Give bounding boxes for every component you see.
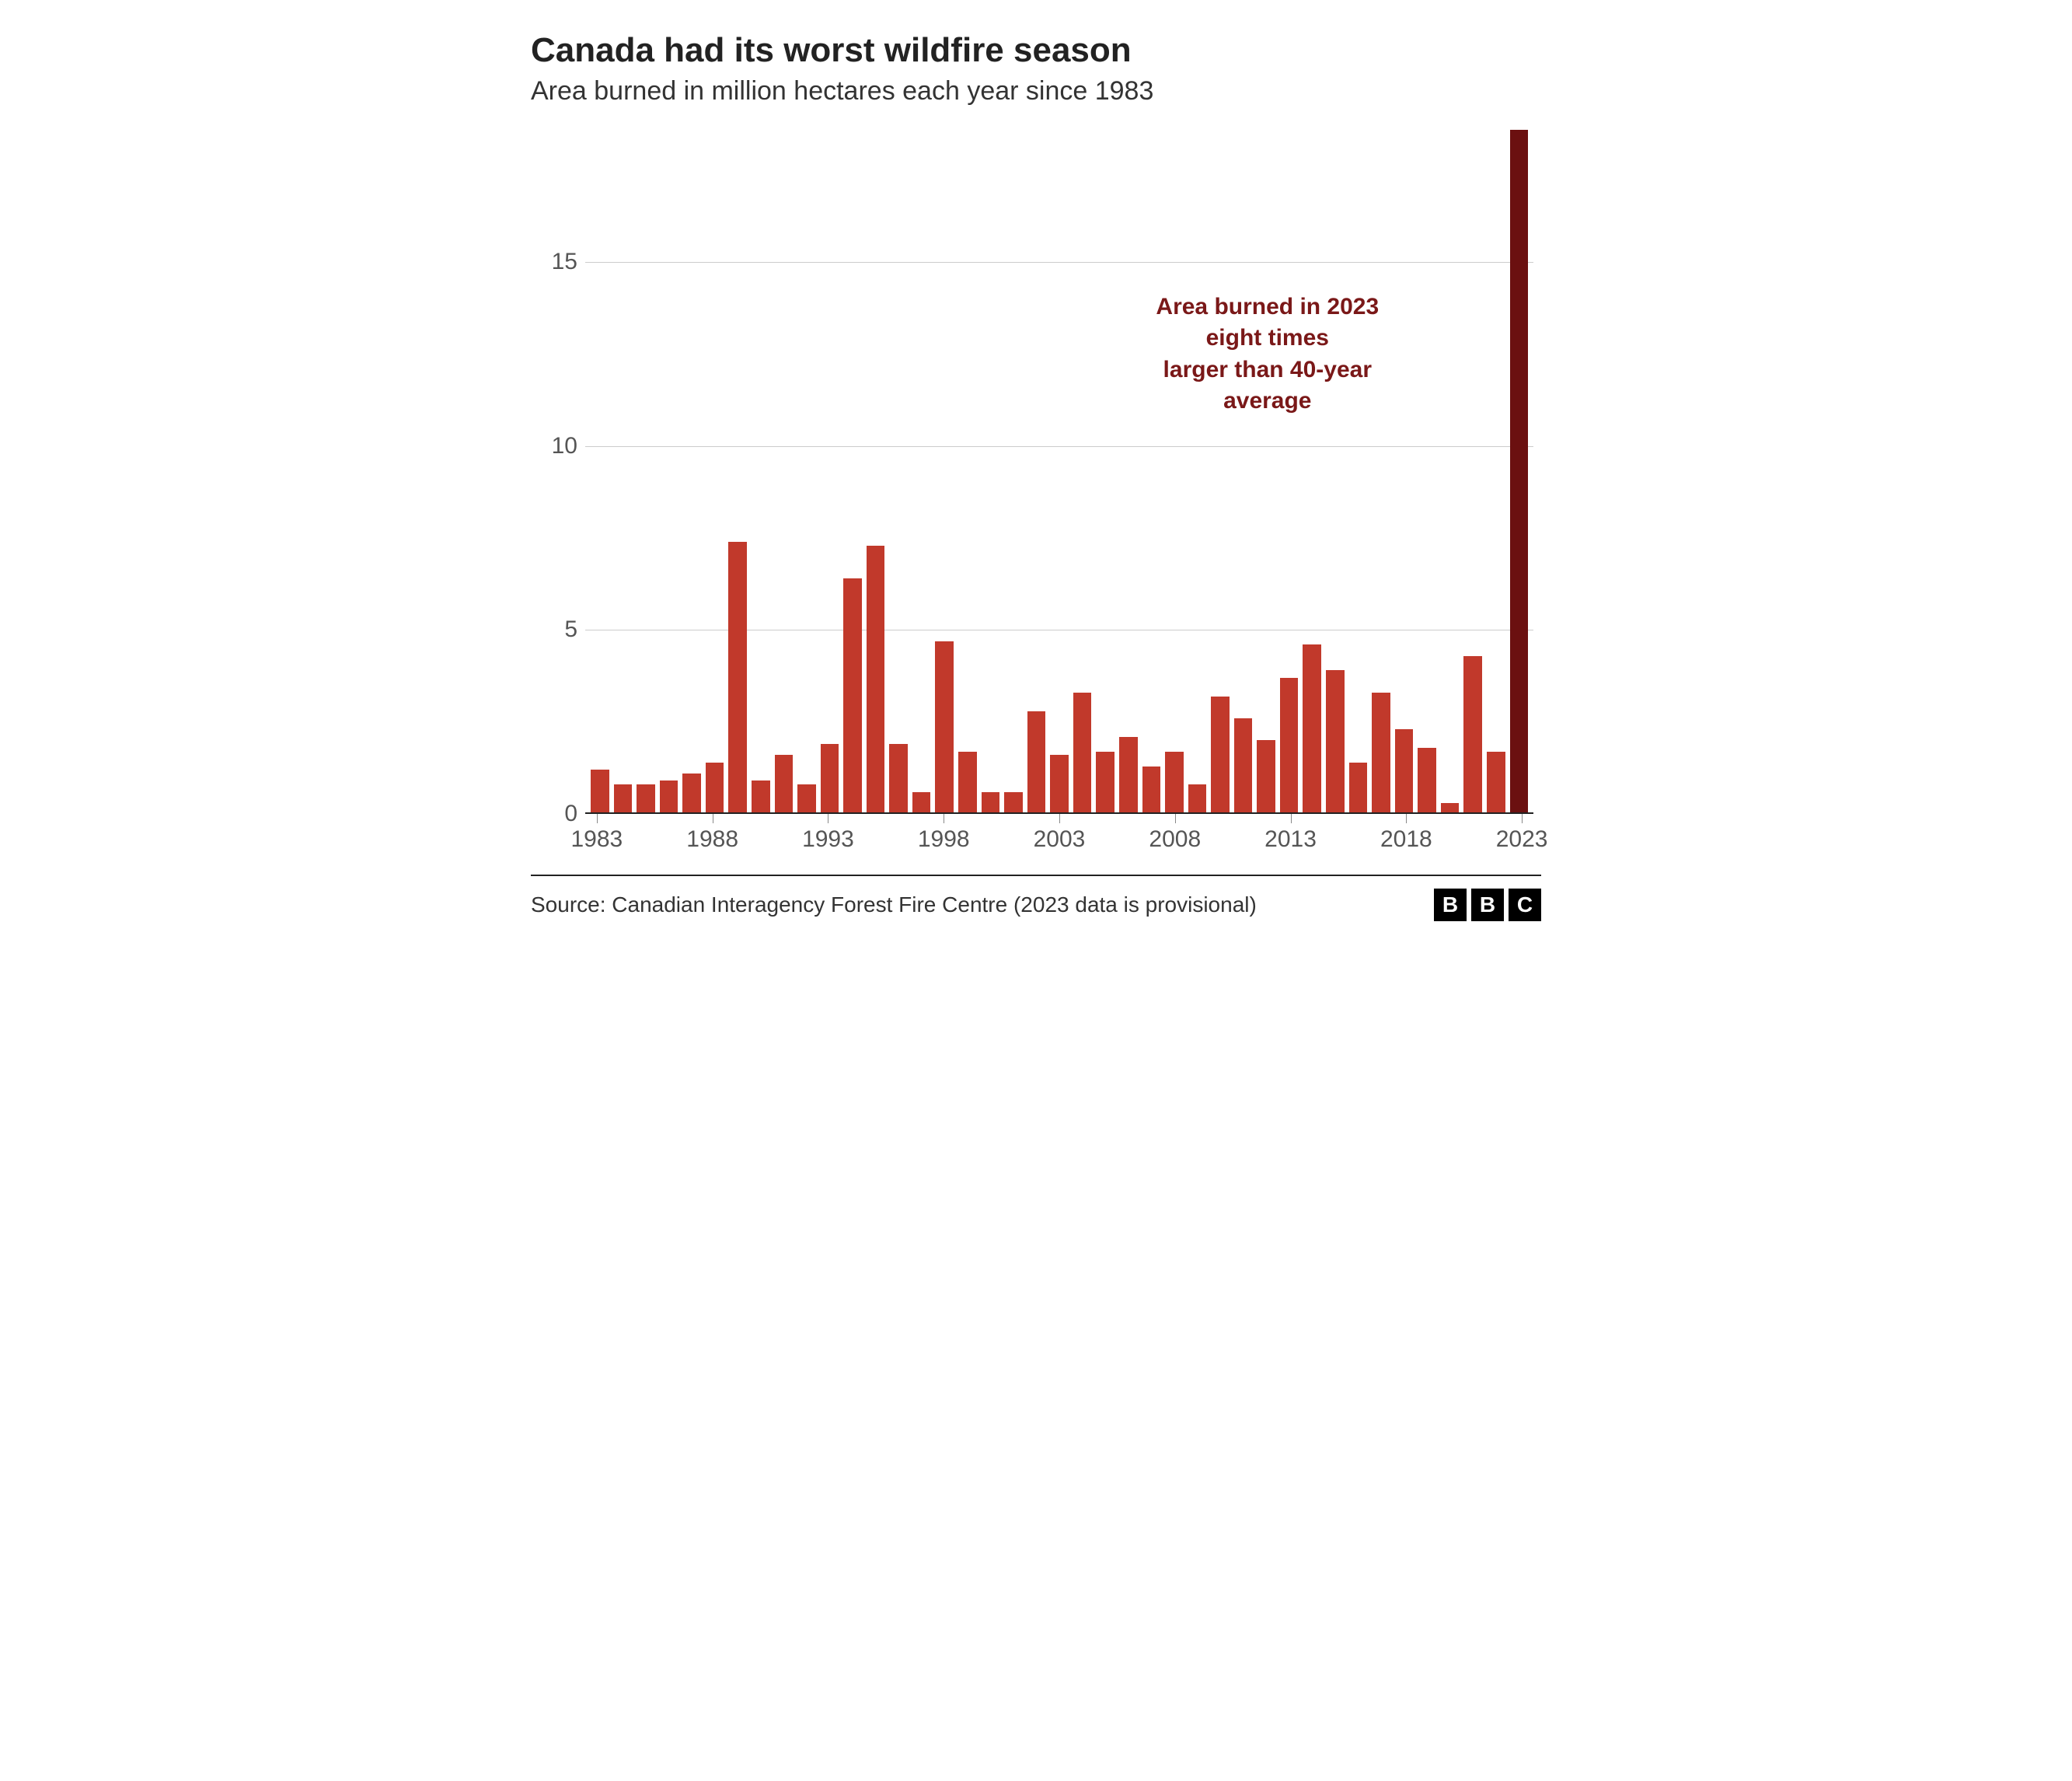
bar-1988: [706, 763, 724, 814]
xtick-label: 2023: [1496, 826, 1548, 853]
xtick: [1522, 814, 1523, 823]
chart-title: Canada had its worst wildfire season: [531, 31, 1541, 70]
chart-subtitle: Area burned in million hectares each yea…: [531, 76, 1541, 107]
bar-2016: [1349, 763, 1368, 814]
bar-1991: [775, 755, 794, 814]
xtick-label: 1998: [918, 826, 970, 853]
xtick-label: 2003: [1034, 826, 1086, 853]
xtick-label: 1988: [686, 826, 738, 853]
annotation-line2: larger than 40-year average: [1163, 357, 1372, 414]
bar-1996: [889, 744, 908, 814]
bar-2003: [1050, 755, 1069, 814]
xtick: [1291, 814, 1292, 823]
bar-2013: [1280, 678, 1299, 814]
bar-2019: [1418, 748, 1436, 814]
bar-2002: [1027, 711, 1046, 814]
bar-1987: [682, 774, 701, 814]
chart-annotation: Area burned in 2023 eight times larger t…: [1135, 292, 1401, 417]
bar-2006: [1119, 737, 1138, 814]
bar-1999: [958, 752, 977, 814]
bar-2015: [1326, 670, 1345, 814]
bar-1989: [728, 542, 747, 814]
xtick: [1175, 814, 1176, 823]
chart-footer: Source: Canadian Interagency Forest Fire…: [531, 875, 1541, 921]
bars-group: [585, 130, 1533, 814]
bar-2018: [1395, 729, 1414, 814]
xtick-label: 2013: [1264, 826, 1317, 853]
bar-2014: [1303, 644, 1321, 814]
bar-2005: [1096, 752, 1114, 814]
bar-1984: [614, 784, 633, 814]
plot-area: 051015 Area burned in 2023 eight times l…: [585, 130, 1533, 814]
bar-1998: [935, 641, 954, 814]
bar-2009: [1188, 784, 1207, 814]
bar-1997: [912, 792, 931, 814]
ytick-label: 15: [531, 249, 577, 275]
bar-2008: [1165, 752, 1184, 814]
bar-1992: [797, 784, 816, 814]
wildfire-chart: Canada had its worst wildfire season Are…: [531, 31, 1541, 921]
ytick-label: 5: [531, 616, 577, 643]
bbc-block: B: [1434, 889, 1467, 921]
bar-1995: [867, 546, 885, 814]
source-text: Source: Canadian Interagency Forest Fire…: [531, 892, 1257, 917]
bbc-block: C: [1509, 889, 1541, 921]
bar-2007: [1142, 767, 1161, 815]
bar-2010: [1211, 697, 1230, 814]
bar-2004: [1073, 693, 1092, 814]
bar-1983: [591, 770, 609, 814]
xtick-label: 2008: [1149, 826, 1201, 853]
bar-2023: [1510, 130, 1529, 814]
bar-2022: [1487, 752, 1505, 814]
annotation-line1: Area burned in 2023 eight times: [1156, 294, 1379, 351]
xtick: [1059, 814, 1060, 823]
bar-2001: [1004, 792, 1023, 814]
xtick-label: 1993: [802, 826, 854, 853]
bar-2011: [1234, 718, 1253, 814]
xtick: [1406, 814, 1407, 823]
xtick: [597, 814, 598, 823]
x-axis: 198319881993199820032008201320182023: [585, 814, 1533, 861]
ytick-label: 0: [531, 801, 577, 827]
bar-2021: [1463, 656, 1482, 814]
bar-1985: [637, 784, 655, 814]
xtick-label: 2018: [1380, 826, 1432, 853]
bar-2017: [1372, 693, 1390, 814]
bar-1990: [752, 780, 770, 814]
bar-1986: [660, 780, 678, 814]
bar-2012: [1257, 740, 1275, 814]
bar-2000: [982, 792, 1000, 814]
bar-1993: [821, 744, 839, 814]
ytick-label: 10: [531, 433, 577, 459]
bbc-block: B: [1471, 889, 1504, 921]
xtick-label: 1983: [571, 826, 623, 853]
bbc-logo: BBC: [1434, 889, 1541, 921]
bar-1994: [843, 578, 862, 814]
